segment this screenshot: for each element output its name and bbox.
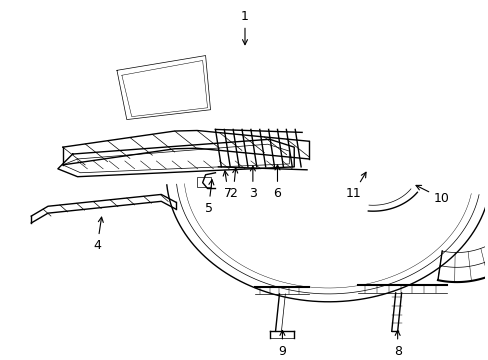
Text: 1: 1 <box>241 10 248 45</box>
Text: 7: 7 <box>223 171 232 200</box>
Bar <box>196 177 210 186</box>
Text: 3: 3 <box>248 166 256 200</box>
Text: 2: 2 <box>229 168 237 200</box>
Text: 4: 4 <box>93 217 103 252</box>
Text: 5: 5 <box>204 180 213 215</box>
Text: 9: 9 <box>278 330 286 357</box>
Text: 10: 10 <box>415 185 449 205</box>
Text: 8: 8 <box>393 330 401 357</box>
Text: 6: 6 <box>273 165 281 200</box>
Text: 11: 11 <box>345 172 366 200</box>
